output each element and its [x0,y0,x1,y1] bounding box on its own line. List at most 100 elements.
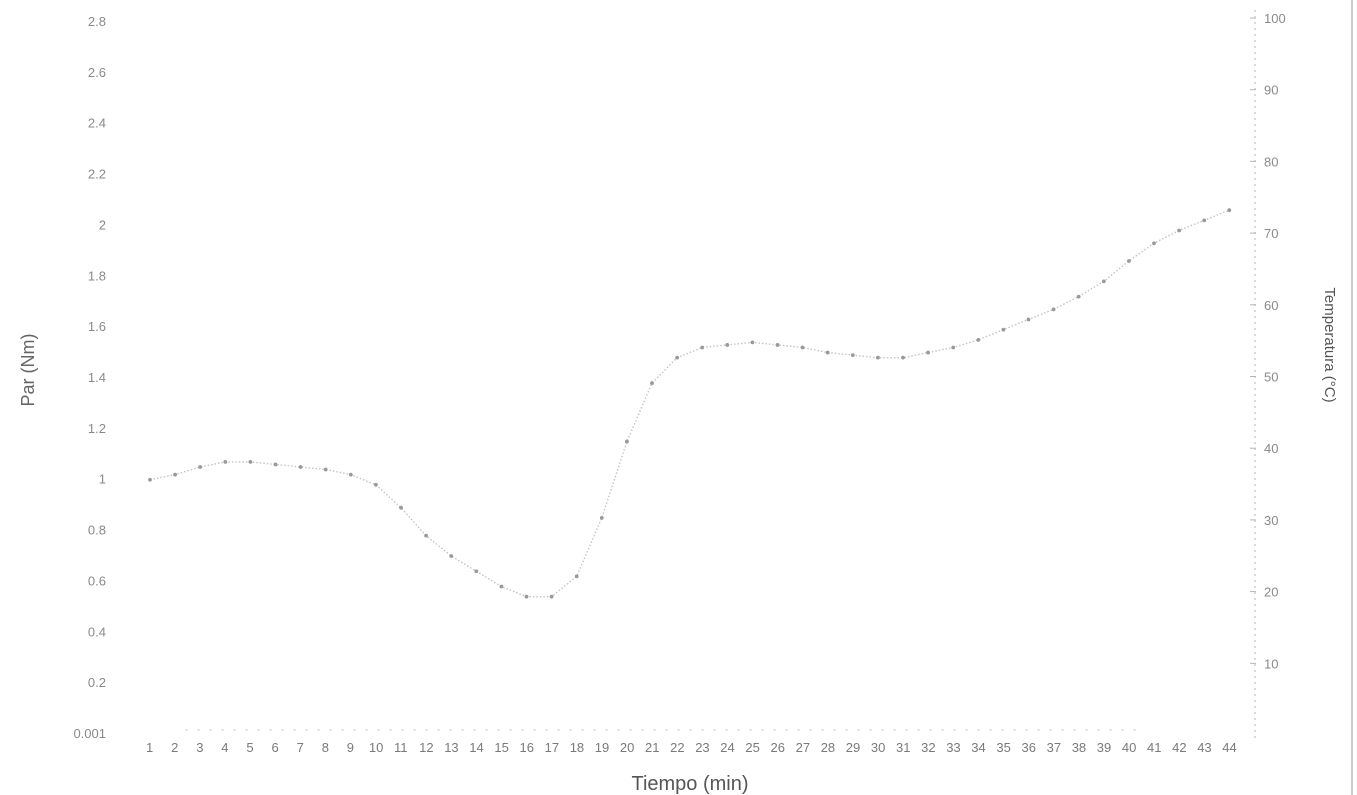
y2-tick-label: 10 [1264,656,1278,671]
x-tick-label: 40 [1122,740,1136,755]
data-point [348,472,353,477]
x-tick-label: 13 [444,740,458,755]
data-point [1202,218,1207,223]
y2-tick-label: 90 [1264,83,1278,98]
data-point [1152,241,1156,246]
y-tick-label: 1.2 [88,421,106,436]
x-tick-label: 8 [322,740,329,755]
y2-tick-label: 100 [1264,11,1286,26]
y-tick-label: 0.4 [88,624,106,639]
x-tick-label: 30 [871,740,885,755]
x-tick-label: 32 [921,740,935,755]
data-point [574,574,579,579]
secondary-y-axis-label: Temperatura (°C) [1321,287,1338,402]
x-tick-label: 2 [171,740,178,755]
x-axis-ticks: 1 2 3 4 5 6 7 8 9 10 11 12 13 14 15 16 17 18 19 20 21 22 23 24 2… [146,729,1237,755]
data-point [298,465,303,469]
data-point [248,460,253,464]
x-axis-label: Tiempo (min) [631,773,748,795]
data-point [273,462,278,467]
x-tick-label: 16 [520,740,534,755]
data-points [148,208,1232,599]
x-tick-label: 9 [347,740,354,755]
y-tick-label: 0.6 [88,573,106,588]
x-tick-label: 1 [146,740,153,755]
data-point [650,381,654,385]
x-tick-label: 38 [1072,740,1086,755]
y-tick-label: 0.8 [88,523,106,538]
x-tick-label: 44 [1222,740,1236,755]
x-tick-label: 19 [595,740,609,755]
data-point [850,353,855,358]
x-tick-label: 36 [1022,740,1036,755]
x-tick-label: 10 [369,740,383,755]
y2-tick-label: 50 [1264,370,1278,385]
x-tick-label: 27 [796,740,810,755]
x-tick-label: 33 [946,740,960,755]
y-tick-label: 0.2 [88,675,106,690]
data-point [976,337,981,342]
data-point [1076,294,1081,299]
data-point [524,594,529,599]
data-point [1051,307,1056,312]
secondary-y-axis-ticks: 10 20 30 40 50 60 70 80 90 100 [1250,0,1353,795]
data-point [549,594,554,599]
x-tick-label: 29 [846,740,860,755]
data-point [424,533,428,538]
y-tick-label: 0.001 [73,726,106,741]
x-tick-label: 41 [1147,740,1161,755]
x-tick-label: 12 [419,740,433,755]
y2-tick-label: 30 [1264,513,1278,528]
data-point [926,350,930,355]
data-point [800,345,805,350]
data-point [675,355,679,360]
data-point [148,477,152,482]
x-tick-label: 43 [1197,740,1211,755]
x-tick-label: 42 [1172,740,1186,755]
x-tick-label: 23 [695,740,709,755]
x-tick-label: 39 [1097,740,1111,755]
y-tick-label: 2.6 [88,65,106,80]
x-tick-label: 37 [1047,740,1061,755]
y2-tick-label: 80 [1264,154,1278,169]
x-tick-label: 24 [720,740,734,755]
data-point [750,340,755,345]
x-tick-label: 35 [996,740,1010,755]
x-tick-label: 5 [246,740,253,755]
y-tick-label: 2.8 [88,14,106,29]
data-point [1101,279,1106,284]
data-point [1227,208,1232,213]
y-tick-label: 2.2 [88,167,106,182]
series-trace [149,209,1230,598]
data-point [223,460,228,464]
x-tick-label: 11 [394,740,408,755]
x-tick-label: 6 [272,740,279,755]
x-tick-label: 34 [971,740,985,755]
x-tick-label: 7 [297,740,304,755]
data-point [1001,327,1006,332]
data-point [1177,228,1181,233]
data-point [399,505,403,510]
data-point [725,343,730,347]
data-point [951,345,956,350]
data-point [825,350,830,355]
y-tick-label: 1.8 [88,268,106,283]
x-tick-label: 31 [896,740,910,755]
data-point [1026,317,1031,322]
data-point [876,355,880,360]
y-axis-ticks: 0.001 0.2 0.4 0.6 0.8 1 1.2 1.4 1.6 1.8 2 2.2 2.4 2.6… [73,14,106,741]
data-point [499,584,504,589]
data-point [474,569,479,574]
x-tick-label: 3 [196,740,203,755]
x-tick-label: 4 [221,740,228,755]
data-point [374,482,378,487]
y-axis-label: Par (Nm) [18,334,38,407]
data-point [173,472,178,477]
x-tick-label: 20 [620,740,634,755]
y-tick-label: 1 [99,472,106,487]
y-tick-label: 1.6 [88,319,106,334]
y2-tick-label: 60 [1264,298,1278,313]
y-tick-label: 1.4 [88,370,106,385]
y-tick-label: 2 [99,217,106,232]
x-tick-label: 25 [745,740,759,755]
